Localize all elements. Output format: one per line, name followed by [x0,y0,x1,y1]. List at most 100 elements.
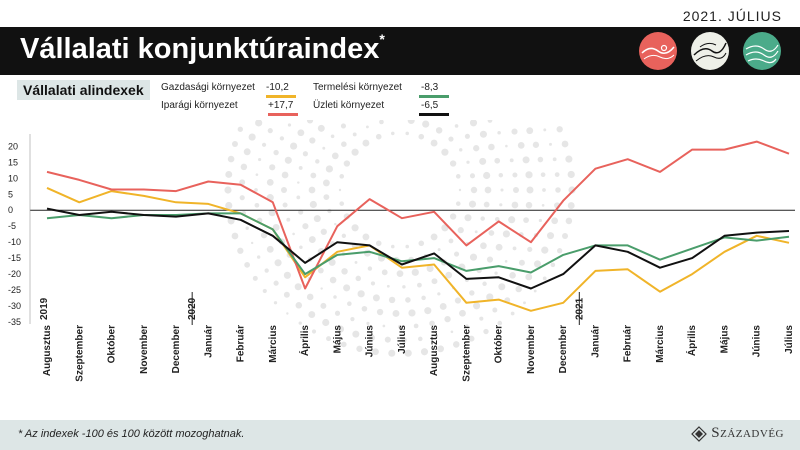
background-dot [322,318,330,327]
background-dot [408,309,416,317]
x-tick-label: Március [655,325,666,363]
y-tick-label: -35 [8,317,21,327]
background-dot [448,238,454,244]
background-dot [273,280,279,286]
x-tick-label: Január [203,325,214,358]
brand-name: Századvég [711,425,784,441]
background-dot [283,291,290,298]
background-dot [340,123,346,129]
background-dot [237,247,244,254]
y-tick-label: -10 [8,237,21,247]
background-dot [317,124,325,132]
legend-swatch-wrap [419,100,451,118]
background-dot [405,131,410,136]
background-dot [328,258,336,266]
background-dot [431,278,438,285]
background-dot [320,287,323,290]
legend-entry: Termelési környezet [313,82,402,93]
background-dot [549,142,552,146]
background-dot [494,271,498,275]
background-dot [306,293,314,301]
y-tick-label: 5 [8,189,13,199]
background-dot [341,233,347,238]
background-dot [279,136,285,141]
background-dot [272,223,280,231]
background-dot [331,152,339,160]
background-dot [250,241,254,245]
background-dot [245,226,249,230]
background-dot [525,273,533,281]
background-dot [227,155,235,163]
background-dot [483,171,491,180]
background-dot [541,246,549,254]
legend-swatch [419,95,449,98]
background-dot [504,260,508,263]
background-dot [336,325,345,333]
white-seal-icon [691,32,729,70]
background-dot [266,178,274,186]
title-footnote-mark: * [379,31,385,47]
background-dot [509,158,514,163]
background-dot [435,127,443,134]
background-dot [469,253,478,261]
background-dot [338,188,342,192]
x-tick-label: Április [298,325,311,357]
background-dot [375,133,382,140]
background-dot [512,246,517,251]
background-dot [323,194,330,201]
background-dot [320,228,327,235]
background-dot [546,232,555,240]
background-dot [441,148,449,156]
background-dot [434,334,439,338]
x-tick-label: Január [590,325,601,358]
background-dot [470,186,478,194]
background-dot [525,171,533,179]
background-dot [556,126,563,133]
series-layer [46,140,790,312]
background-dot [510,311,515,316]
background-dot [286,312,289,315]
background-dot [326,336,332,342]
background-dot [551,217,559,225]
background-dot [464,133,470,139]
background-dot [243,148,251,156]
x-tick-label: Július [784,325,795,354]
background-dot [526,127,534,135]
background-dot [298,209,304,215]
background-dot [505,144,508,148]
background-dot [392,309,400,317]
legend-value: -10,2 [266,82,289,93]
y-tick-label: -20 [8,269,21,279]
background-dot [540,172,546,178]
background-dot [376,308,384,316]
background-dot [448,136,454,142]
background-dot [458,188,462,192]
background-dot [469,290,475,296]
footer: * Az indexek -100 és 100 között mozoghat… [0,420,800,450]
background-dot [422,120,430,128]
red-seal-icon [639,32,677,70]
background-dot [287,123,292,127]
background-dot [266,245,274,253]
legend-swatch-wrap [266,82,298,100]
background-dot [350,317,355,322]
background-dot [280,186,288,194]
background-dot [390,244,395,249]
legend-swatch-wrap [419,82,451,100]
y-tick-label: -5 [8,221,16,231]
background-dot [248,133,256,141]
background-dot [479,157,487,165]
background-dot [550,262,556,268]
x-tick-label: Április [685,325,698,357]
background-dot [264,268,269,273]
background-dot [356,345,363,352]
background-dot [437,248,441,252]
background-dot [459,148,463,152]
y-tick-label: 0 [8,205,13,215]
background-dot [424,307,432,315]
background-dot [302,223,309,230]
background-dot [466,160,470,164]
background-dot [511,201,519,209]
background-dot [281,171,289,179]
background-dot [455,174,461,179]
